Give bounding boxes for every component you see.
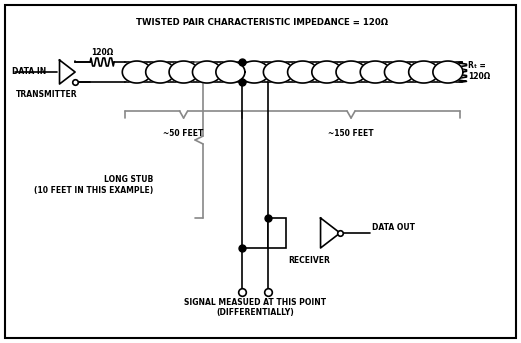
Text: ~50 FEET: ~50 FEET: [164, 129, 204, 138]
Polygon shape: [192, 61, 221, 83]
Bar: [268, 218, 286, 248]
Polygon shape: [264, 61, 293, 83]
Text: LONG STUB
(10 FEET IN THIS EXAMPLE): LONG STUB (10 FEET IN THIS EXAMPLE): [34, 175, 153, 195]
Text: Rₜ =
120Ω: Rₜ = 120Ω: [468, 61, 490, 81]
Polygon shape: [288, 61, 318, 83]
Polygon shape: [312, 61, 342, 83]
Polygon shape: [146, 61, 175, 83]
Text: SIGNAL MEASUED AT THIS POINT
(DIFFERENTIALLY): SIGNAL MEASUED AT THIS POINT (DIFFERENTI…: [184, 298, 326, 317]
Text: DATA OUT: DATA OUT: [372, 224, 415, 233]
Polygon shape: [122, 61, 151, 83]
Text: RECEIVER: RECEIVER: [288, 256, 330, 265]
Polygon shape: [216, 61, 245, 83]
Text: ~150 FEET: ~150 FEET: [328, 129, 374, 138]
Polygon shape: [239, 61, 269, 83]
Polygon shape: [169, 61, 198, 83]
Text: 120Ω: 120Ω: [91, 48, 113, 57]
Polygon shape: [408, 61, 439, 83]
Text: TWISTED PAIR CHARACTERISTIC IMPEDANCE = 120Ω: TWISTED PAIR CHARACTERISTIC IMPEDANCE = …: [136, 17, 388, 26]
Text: DATA IN: DATA IN: [12, 67, 46, 75]
Text: TRANSMITTER: TRANSMITTER: [16, 90, 78, 99]
Polygon shape: [433, 61, 463, 83]
Polygon shape: [384, 61, 415, 83]
Polygon shape: [336, 61, 366, 83]
Polygon shape: [360, 61, 390, 83]
